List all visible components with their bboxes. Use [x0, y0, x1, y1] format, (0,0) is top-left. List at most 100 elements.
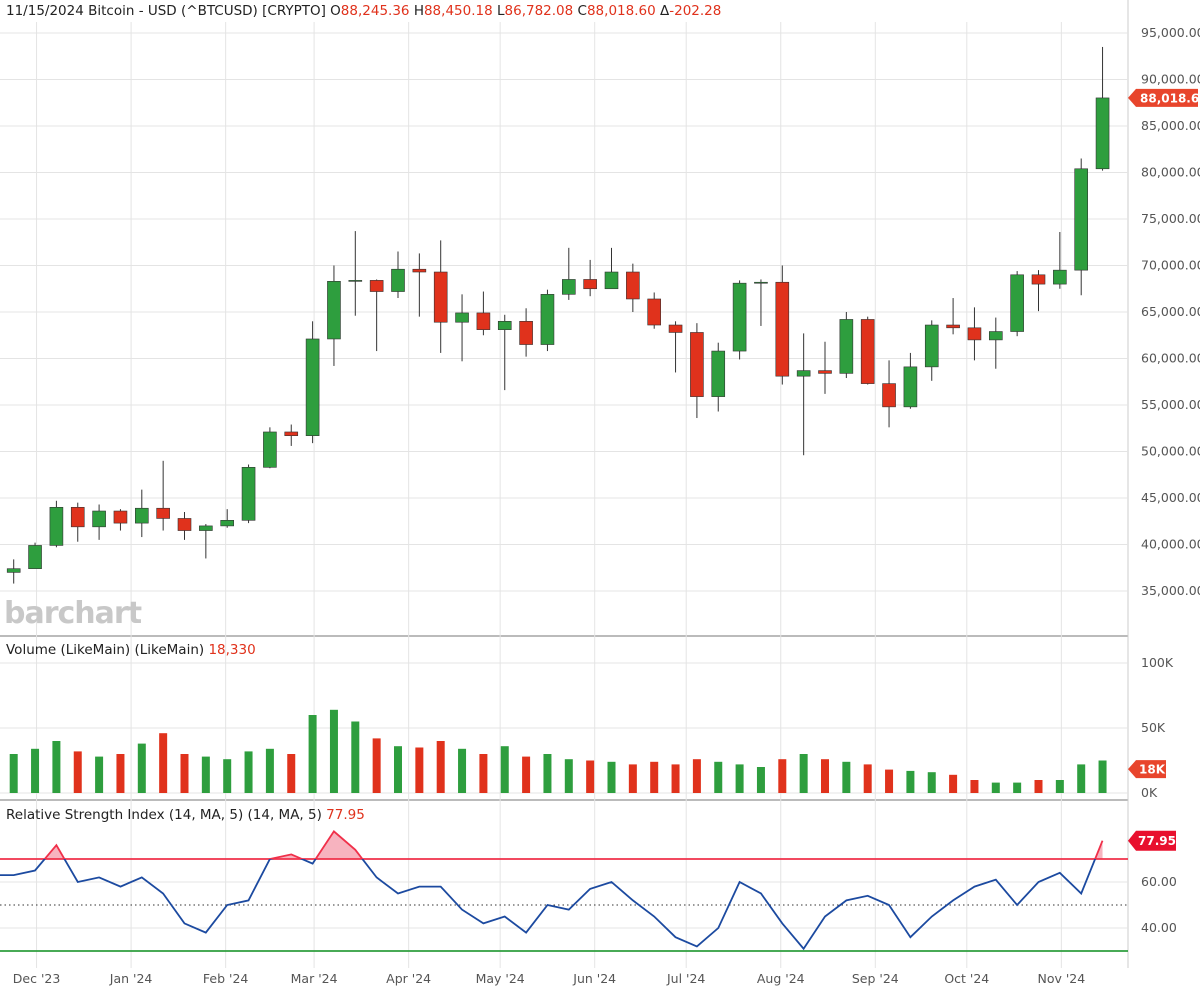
volume-panel-label: Volume (LikeMain) (LikeMain) 18,330 [6, 642, 256, 658]
candle-body [604, 271, 619, 290]
change-label: Δ [659, 3, 670, 19]
candle-body [1095, 97, 1110, 170]
volume-bar [394, 746, 402, 793]
candle-body [1053, 269, 1067, 285]
volume-bar [756, 767, 765, 793]
last-price-tag [1128, 88, 1198, 107]
rsi-line-overbought [43, 830, 1104, 859]
volume-bar [201, 756, 210, 793]
price-tick-label: 75,000.00 [1141, 211, 1200, 226]
price-tick-label: 45,000.00 [1141, 490, 1200, 505]
x-tick-label: May '24 [476, 971, 525, 986]
high-value: 88,450.18 [423, 3, 493, 19]
candle-body [946, 324, 960, 329]
volume-bar [180, 754, 189, 793]
rsi-tag [1128, 830, 1176, 851]
volume-bar [607, 761, 616, 793]
volume-bar [885, 769, 894, 793]
candle-body [583, 279, 597, 290]
rsi-tick-label: 40.00 [1141, 920, 1177, 935]
candle-body [668, 324, 683, 333]
volume-bar [906, 770, 915, 793]
candle-body [647, 298, 662, 326]
change-value: -202.28 [669, 3, 722, 19]
candlestick-series [6, 46, 1110, 584]
x-tick-label: Apr '24 [386, 971, 431, 986]
volume-bar [863, 764, 872, 793]
volume-bar [137, 743, 146, 793]
volume-bar [628, 764, 637, 793]
candle-body [6, 568, 21, 573]
candle-body [924, 324, 939, 368]
candle-body [369, 280, 384, 292]
candle-body [284, 431, 299, 436]
candle-body [220, 520, 234, 527]
x-tick-label: Mar '24 [291, 971, 338, 986]
volume-bar [458, 748, 467, 793]
volume-tick-label: 0K [1141, 785, 1158, 800]
x-tick-label: Oct '24 [944, 971, 989, 986]
volume-bar [821, 759, 829, 793]
volume-bar [308, 715, 317, 793]
candle-body [796, 370, 811, 377]
volume-bar [479, 754, 488, 793]
rsi-line [0, 859, 1097, 951]
grid-lines [0, 0, 1129, 968]
x-tick-label: Dec '23 [13, 971, 61, 986]
candle-body [967, 327, 982, 341]
volume-bar [159, 733, 168, 793]
price-tick-label: 65,000.00 [1141, 304, 1200, 319]
price-tick-label: 85,000.00 [1141, 118, 1200, 133]
volume-bar [351, 721, 360, 793]
candle-body [455, 312, 469, 323]
close-label: C [577, 3, 587, 19]
volume-bar [73, 751, 82, 793]
rsi-value: 77.95 [326, 807, 365, 823]
volume-bar [372, 738, 381, 793]
volume-bar [692, 759, 701, 793]
volume-bar [522, 756, 531, 793]
candle-body [476, 312, 491, 330]
price-tick-label: 55,000.00 [1141, 397, 1200, 412]
candle-body [199, 525, 213, 531]
x-tick-label: Sep '24 [852, 971, 899, 986]
x-tick-label: Nov '24 [1037, 971, 1085, 986]
volume-bar [991, 782, 1000, 793]
volume-bar [223, 759, 232, 793]
volume-bar [244, 751, 253, 793]
candle-body [177, 518, 192, 531]
rsi-tag-text: 77.95 [1138, 834, 1176, 848]
volume-bar [116, 754, 125, 793]
volume-bar [436, 741, 445, 793]
volume-bar [586, 760, 595, 793]
candle-body [263, 431, 277, 468]
price-tick-label: 50,000.00 [1141, 444, 1200, 459]
candle-body [860, 319, 875, 384]
candle-body [1031, 274, 1046, 285]
low-label: L [496, 3, 505, 19]
candle-body [519, 320, 533, 345]
axes: Dec '23 Jan '24 Feb '24 Mar '24 Apr '24 May '… [13, 25, 1200, 986]
candle-body [412, 268, 427, 273]
volume-tag [1128, 760, 1166, 779]
volume-tag-text: 18K [1139, 763, 1166, 777]
price-tick-label: 95,000.00 [1141, 25, 1200, 40]
candle-body [92, 510, 106, 528]
candle-body [348, 280, 363, 282]
candle-body [1074, 168, 1088, 271]
header-symbol: Bitcoin - USD (^BTCUSD) [CRYPTO] [88, 3, 326, 19]
volume-tick-label: 100K [1141, 655, 1174, 670]
x-tick-label: Aug '24 [757, 971, 805, 986]
volume-bar [1055, 780, 1064, 793]
volume-bar [265, 748, 274, 793]
volume-bar [1077, 764, 1086, 793]
candle-body [135, 507, 149, 524]
price-tick-label: 35,000.00 [1141, 583, 1200, 598]
volume-bar [415, 747, 424, 793]
price-tick-label: 90,000.00 [1141, 72, 1200, 87]
volume-tick-label: 50K [1141, 720, 1166, 735]
last-price-tag-text: 88,018.60 [1140, 91, 1200, 105]
x-tick-label: Jan '24 [109, 971, 153, 986]
volume-bar [735, 764, 744, 793]
